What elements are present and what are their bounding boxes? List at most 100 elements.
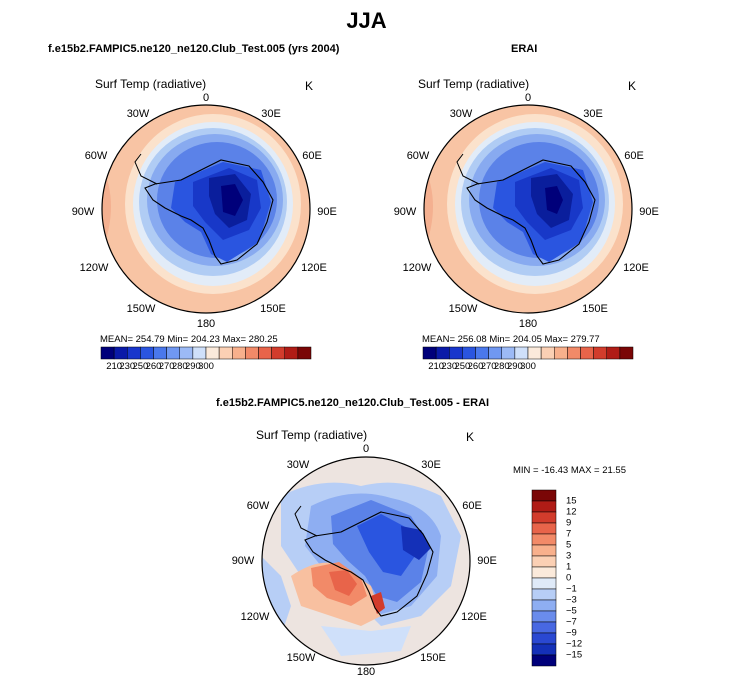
colorbar-tick-label: 210 [428,361,445,372]
colorbar-tick-label: −1 [566,583,577,595]
colorbar-tick-label: 300 [520,361,536,372]
colorbar-swatch [606,346,621,360]
colorbar-swatch [100,346,115,360]
colorbar-tick-label: 210 [106,361,123,372]
colorbar-swatch [567,346,581,360]
colorbar-tick-label: 290 [506,361,523,372]
left-lon-90w: 90W [71,206,95,218]
colorbar-tick-label: 1 [566,561,572,573]
colorbar-tick-label: −5 [566,605,577,617]
colorbar-swatch [531,654,557,667]
colorbar-swatch [488,346,502,360]
colorbar-tick-label: 290 [184,361,201,372]
left-stats: MEAN= 254.79 Min= 204.23 Max= 280.25 [100,334,278,345]
colorbar-tick-label: 12 [566,506,577,518]
colorbar-swatch [554,346,568,360]
colorbar-tick-label: 230 [119,361,136,372]
left-lon-150e: 150E [260,303,286,315]
colorbar-tick-label: −3 [566,594,577,606]
left-colorbar [100,346,312,360]
right-stats: MEAN= 256.08 Min= 204.05 Max= 279.77 [422,334,600,345]
colorbar-swatch [475,346,489,360]
left-lon-0: 0 [202,92,210,104]
right-lon-0: 0 [524,92,532,104]
colorbar-swatch [166,346,180,360]
colorbar-tick-label: 0 [566,572,572,584]
right-panel-title: ERAI [511,43,538,55]
colorbar-swatch [540,346,555,360]
right-lon-60e: 60E [624,150,644,162]
diff-lon-120w: 120W [240,611,270,623]
left-lon-30e: 30E [261,108,281,120]
left-lon-150w: 150W [126,303,156,315]
colorbar-swatch [462,346,476,360]
right-lon-90w: 90W [393,206,417,218]
right-lon-120w: 120W [402,262,432,274]
colorbar-swatch [271,346,285,360]
colorbar-tick-label: 250 [132,361,149,372]
colorbar-swatch [258,346,272,360]
right-lon-150w: 150W [448,303,478,315]
diff-colorbar [531,489,557,667]
colorbar-swatch [245,346,259,360]
colorbar-swatch [501,346,516,360]
left-lon-90e: 90E [317,206,337,218]
colorbar-swatch [531,511,557,524]
colorbar-tick-label: 260 [467,361,484,372]
colorbar-swatch [140,346,154,360]
colorbar-swatch [449,346,463,360]
colorbar-swatch [297,346,312,360]
right-units-label: K [628,79,637,93]
colorbar-swatch [531,577,557,590]
colorbar-swatch [531,643,557,656]
colorbar-swatch [619,346,634,360]
colorbar-tick-label: 250 [454,361,471,372]
colorbar-tick-label: 270 [480,361,497,372]
left-polar-map [101,104,311,314]
colorbar-tick-label: −9 [566,627,577,639]
colorbar-swatch [531,621,557,634]
colorbar-swatch [435,346,450,360]
left-variable-label: Surf Temp (radiative) [95,77,207,91]
colorbar-swatch [192,346,207,360]
left-lon-120e: 120E [301,262,327,274]
colorbar-swatch [531,588,557,601]
colorbar-swatch [153,346,167,360]
colorbar-swatch [531,500,557,513]
diff-lon-60e: 60E [462,500,482,512]
diff-lon-150w: 150W [286,652,316,664]
colorbar-tick-label: −7 [566,616,577,628]
colorbar-tick-label: −12 [566,638,583,650]
colorbar-tick-label: 270 [158,361,175,372]
colorbar-swatch [284,346,299,360]
diff-lon-150e: 150E [420,652,446,664]
right-polar-map [423,104,633,314]
right-lon-120e: 120E [623,262,649,274]
colorbar-swatch [580,346,594,360]
left-lon-30w: 30W [126,108,150,120]
diff-stats: MIN = -16.43 MAX = 21.55 [513,465,627,476]
diff-lon-90e: 90E [477,555,497,567]
colorbar-tick-label: 15 [566,495,577,507]
colorbar-swatch [531,544,557,557]
colorbar-tick-label: −15 [566,649,583,661]
left-lon-180: 180 [196,318,216,330]
colorbar-tick-label: 7 [566,528,572,540]
colorbar-tick-label: 3 [566,550,572,562]
colorbar-swatch [218,346,233,360]
colorbar-tick-label: 280 [171,361,188,372]
right-lon-30w: 30W [449,108,473,120]
colorbar-tick-label: 300 [198,361,214,372]
colorbar-swatch [531,555,557,568]
colorbar-swatch [179,346,194,360]
colorbar-swatch [514,346,529,360]
diff-lon-60w: 60W [246,500,270,512]
colorbar-swatch [422,346,437,360]
left-lon-60e: 60E [302,150,322,162]
right-variable-label: Surf Temp (radiative) [418,77,530,91]
diff-lon-30e: 30E [421,459,441,471]
colorbar-tick-label: 230 [441,361,458,372]
diff-units-label: K [466,430,475,444]
figure-title: JJA [346,8,387,33]
colorbar-swatch [531,610,557,623]
